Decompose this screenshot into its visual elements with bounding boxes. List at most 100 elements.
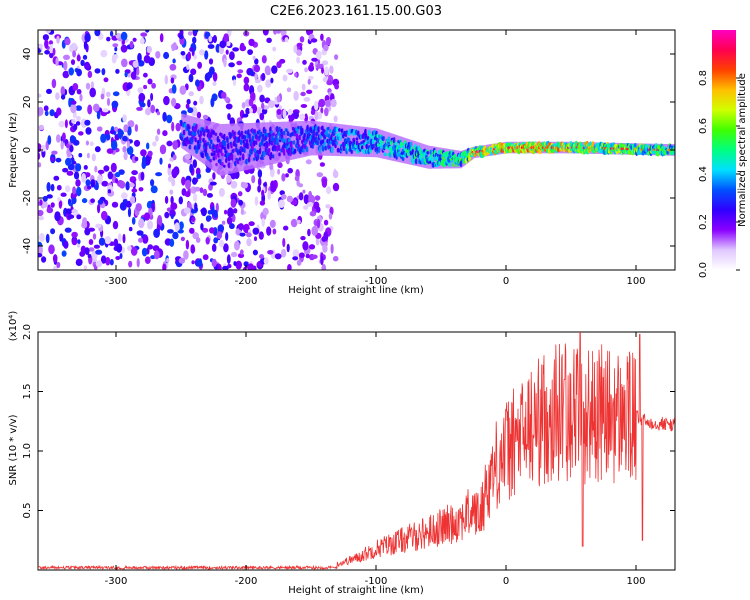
heatmap-cell	[86, 185, 92, 190]
heatmap-cell	[230, 180, 238, 189]
heatmap-cell	[168, 163, 171, 169]
heatmap-cell	[84, 119, 91, 126]
heatmap-cell	[50, 202, 55, 208]
heatmap-cell	[163, 51, 170, 60]
heatmap-cell	[310, 109, 316, 115]
heatmap-cell	[202, 227, 209, 233]
heatmap-cell	[225, 49, 229, 55]
heatmap-cell	[43, 105, 49, 112]
heatmap-cell	[184, 114, 187, 151]
heatmap-cell	[114, 178, 119, 184]
heatmap-cell	[63, 60, 68, 71]
heatmap-cell	[216, 231, 223, 240]
heatmap-cell	[266, 37, 272, 43]
heatmap-cell	[87, 253, 92, 259]
heatmap-cell	[38, 43, 43, 49]
heatmap-cell	[333, 115, 338, 123]
heatmap-cell	[142, 234, 149, 244]
heatmap-cell	[84, 61, 91, 70]
heatmap-cell	[152, 141, 157, 147]
heatmap-cell	[324, 99, 332, 107]
heatmap-cell	[66, 143, 70, 149]
heatmap-cell	[73, 123, 78, 131]
heatmap-cell	[248, 70, 254, 76]
heatmap-cell	[192, 159, 197, 168]
snr-x-label: Height of straight line (km)	[288, 585, 424, 596]
heatmap-cell	[233, 208, 238, 214]
heatmap-cell	[286, 195, 293, 203]
heatmap-cell	[128, 260, 133, 268]
heatmap-cell	[139, 37, 145, 45]
heatmap-cell	[124, 71, 128, 78]
heatmap-y-label: Frequency (Hz)	[8, 112, 19, 188]
heatmap-cell	[284, 37, 289, 43]
heatmap-cell	[197, 61, 203, 69]
heatmap-cell	[282, 237, 286, 248]
heatmap-cell	[38, 152, 41, 160]
heatmap-cell	[162, 130, 168, 137]
heatmap-cell	[206, 193, 213, 198]
heatmap-cell	[141, 247, 148, 257]
heatmap-cell	[278, 199, 285, 208]
heatmap-cell	[117, 233, 122, 242]
x-tick-label: 100	[626, 276, 645, 287]
heatmap-cell	[300, 91, 306, 97]
heatmap-cell	[282, 108, 287, 119]
heatmap-cell	[321, 263, 327, 270]
heatmap-cell	[134, 156, 139, 162]
heatmap-cell	[120, 31, 128, 41]
heatmap-cell	[267, 190, 271, 200]
heatmap-cell	[275, 30, 281, 34]
heatmap-y-ticks: -40 -20 0 20 40	[22, 48, 675, 254]
heatmap-cell	[122, 146, 127, 153]
heatmap-cell	[210, 97, 215, 108]
heatmap-cell	[48, 244, 55, 255]
heatmap-cell	[76, 68, 82, 77]
heatmap-x-label: Height of straight line (km)	[288, 285, 424, 296]
heatmap-cell	[150, 104, 156, 114]
heatmap-cell	[70, 103, 77, 114]
heatmap-cell	[60, 140, 64, 150]
heatmap-cell	[101, 68, 106, 76]
heatmap-cell	[272, 46, 277, 52]
heatmap-cell	[64, 119, 68, 129]
heatmap-cell	[163, 95, 170, 106]
heatmap-cell	[41, 256, 47, 263]
heatmap-cell	[45, 30, 52, 34]
heatmap-cell	[185, 103, 190, 109]
heatmap-cell	[243, 76, 250, 85]
heatmap-cell	[106, 91, 111, 97]
heatmap-cell	[322, 77, 328, 83]
heatmap-cell	[326, 37, 332, 45]
y-tick-label: 0	[22, 147, 33, 153]
heatmap-cell	[186, 64, 190, 70]
heatmap-cell	[306, 202, 314, 207]
heatmap-cell	[234, 240, 240, 251]
heatmap-cell	[200, 207, 207, 217]
heatmap-cell	[270, 77, 274, 84]
heatmap-cell	[213, 209, 218, 219]
heatmap-cell	[285, 173, 289, 178]
heatmap-cell	[110, 162, 117, 173]
heatmap-cell	[72, 83, 79, 91]
heatmap-cell	[115, 68, 120, 74]
heatmap-plot-area	[38, 30, 675, 270]
heatmap-cell	[268, 100, 275, 108]
heatmap-cell	[89, 87, 96, 98]
heatmap-cell	[257, 106, 262, 116]
heatmap-cell	[202, 114, 209, 120]
heatmap-cell	[38, 245, 43, 256]
heatmap-cell	[140, 149, 147, 157]
y-tick-label: 1.0	[22, 443, 33, 459]
heatmap-cell	[38, 106, 44, 116]
heatmap-cell	[130, 246, 138, 256]
heatmap-cell	[209, 181, 217, 186]
heatmap-cell	[221, 220, 226, 225]
heatmap-cell	[96, 111, 101, 120]
x-tick-label: -100	[365, 276, 388, 287]
heatmap-cell	[70, 42, 78, 51]
heatmap-cell	[261, 102, 265, 110]
heatmap-cell	[316, 63, 322, 69]
heatmap-cell	[64, 37, 71, 46]
